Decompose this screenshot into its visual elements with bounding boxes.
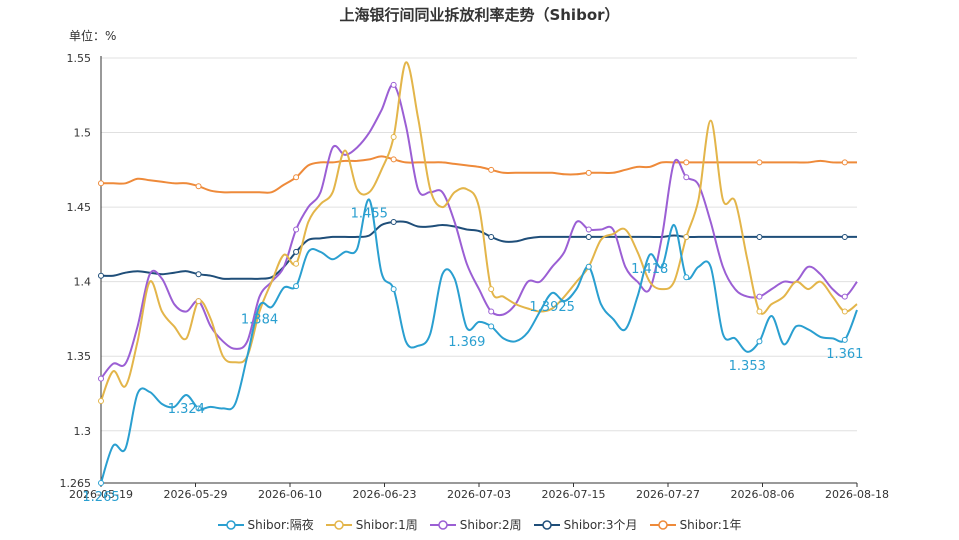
data-point	[585, 263, 592, 270]
y-tick-label: 1.5	[74, 127, 92, 140]
y-tick-label: 1.45	[67, 201, 92, 214]
data-point	[488, 308, 495, 315]
data-point	[195, 298, 202, 305]
legend-line-icon	[649, 519, 676, 530]
legend-item[interactable]: Shibor:隔夜	[217, 516, 314, 533]
data-point	[841, 336, 848, 343]
data-label: 1.455	[351, 207, 388, 222]
series-lines	[98, 61, 858, 486]
data-label: 1.418	[631, 262, 668, 277]
data-label: 1.384	[241, 313, 278, 328]
data-label: 1.361	[826, 347, 863, 362]
legend-line-icon	[429, 519, 456, 530]
y-tick-label: 1.265	[60, 477, 92, 490]
legend-item[interactable]: Shibor:1周	[325, 516, 418, 533]
legend-line-icon	[533, 519, 560, 530]
data-point	[390, 156, 397, 163]
x-tick-label: 2026-06-23	[353, 488, 417, 501]
legend-label: Shibor:隔夜	[247, 518, 314, 532]
data-label: 1.265	[82, 490, 119, 505]
series-line	[100, 220, 857, 280]
y-tick-label: 1.35	[67, 350, 92, 363]
series-line	[100, 83, 858, 380]
data-label: 1.3925	[529, 300, 575, 315]
legend-label: Shibor:1年	[679, 518, 742, 532]
data-point	[293, 174, 300, 181]
data-point	[756, 159, 763, 166]
data-point	[98, 397, 104, 404]
point-labels: 1.265 1.324 1.384 1.455 1.369 1.3925 1.418 1.35…	[82, 207, 863, 505]
data-point	[488, 286, 495, 293]
x-tick-label: 2026-08-06	[731, 488, 795, 501]
data-point	[756, 293, 763, 300]
legend-item[interactable]: Shibor:1年	[649, 516, 742, 533]
data-point	[756, 233, 763, 240]
data-point	[98, 272, 104, 279]
data-point	[98, 375, 104, 382]
data-point	[195, 405, 202, 412]
x-tick-label: 2026-06-10	[258, 488, 322, 501]
data-point	[488, 323, 495, 330]
x-tick-label: 2026-08-18	[825, 488, 889, 501]
legend-label: Shibor:2周	[459, 518, 522, 532]
data-point	[293, 226, 300, 233]
y-axis-unit-label: 单位：%	[69, 29, 117, 43]
data-point	[488, 233, 495, 240]
series-line	[100, 61, 858, 402]
series-line	[100, 198, 858, 484]
data-point	[195, 271, 202, 278]
x-tick-label: 2026-07-15	[542, 488, 606, 501]
data-point	[683, 174, 690, 181]
data-point	[756, 338, 763, 345]
data-point	[841, 293, 848, 300]
legend-label: Shibor:3个月	[563, 518, 638, 532]
data-point	[293, 248, 300, 255]
legend-line-icon	[325, 519, 352, 530]
data-point	[195, 183, 202, 190]
data-point	[585, 233, 592, 240]
data-point	[390, 81, 397, 88]
chart-title: 上海银行间同业拆放利率走势（Shibor）	[339, 6, 620, 24]
data-point	[585, 226, 592, 233]
legend-item[interactable]: Shibor:3个月	[533, 516, 638, 533]
data-point	[98, 180, 104, 187]
legend-line-icon	[217, 519, 244, 530]
data-point	[293, 283, 300, 290]
data-point	[841, 159, 848, 166]
y-tick-label: 1.4	[74, 276, 92, 289]
data-point	[841, 308, 848, 315]
data-point	[683, 159, 690, 166]
data-point	[390, 134, 397, 141]
legend-label: Shibor:1周	[355, 518, 418, 532]
y-tick-label: 1.3	[74, 425, 92, 438]
x-tick-label: 2026-05-29	[164, 488, 228, 501]
data-point	[683, 274, 690, 281]
grid-lines	[101, 57, 857, 484]
data-point	[488, 166, 495, 173]
data-point	[683, 233, 690, 240]
x-tick-label: 2026-07-27	[636, 488, 700, 501]
data-point	[390, 286, 397, 293]
legend-item[interactable]: Shibor:2周	[429, 516, 522, 533]
data-label: 1.353	[729, 359, 766, 374]
x-tick-label: 2026-05-19	[69, 488, 133, 501]
y-tick-label: 1.55	[67, 52, 92, 65]
data-point	[841, 233, 848, 240]
data-point	[98, 480, 104, 486]
data-point	[293, 260, 300, 267]
data-point	[585, 169, 592, 176]
series-line	[101, 155, 857, 194]
x-tick-label: 2026-07-03	[447, 488, 511, 501]
data-point	[756, 308, 763, 315]
axes: 1.265 1.3 1.35 1.4 1.45 1.5 1.55 2026-05-19 2026…	[60, 52, 889, 501]
data-label: 1.369	[448, 335, 485, 350]
chart-legend: Shibor:隔夜 Shibor:1周 Shibor:2周 Shibor:3个月 Shi…	[0, 516, 959, 533]
data-label: 1.324	[168, 402, 205, 417]
data-point	[390, 219, 397, 226]
